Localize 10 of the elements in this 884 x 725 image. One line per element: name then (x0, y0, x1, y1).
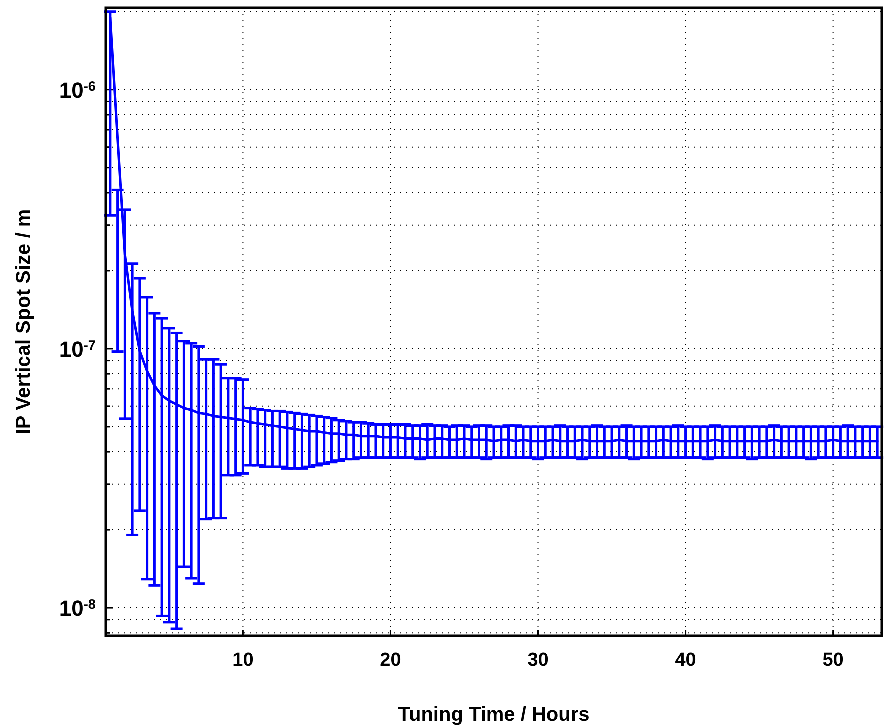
y-axis-title: IP Vertical Spot Size / m (13, 209, 35, 435)
x-tick-label: 30 (528, 650, 549, 671)
x-tick-label: 20 (380, 650, 402, 671)
x-tick-label: 40 (675, 650, 696, 671)
x-tick-label: 50 (822, 650, 844, 671)
x-tick-label: 10 (232, 650, 254, 671)
y-tick-label: 10$^{-8}$ (59, 596, 96, 622)
y-tick-label: 10$^{-6}$ (59, 78, 96, 103)
y-tick-label: 10$^{-7}$ (59, 336, 96, 362)
x-axis-title: Tuning Time / Hours (398, 704, 590, 725)
